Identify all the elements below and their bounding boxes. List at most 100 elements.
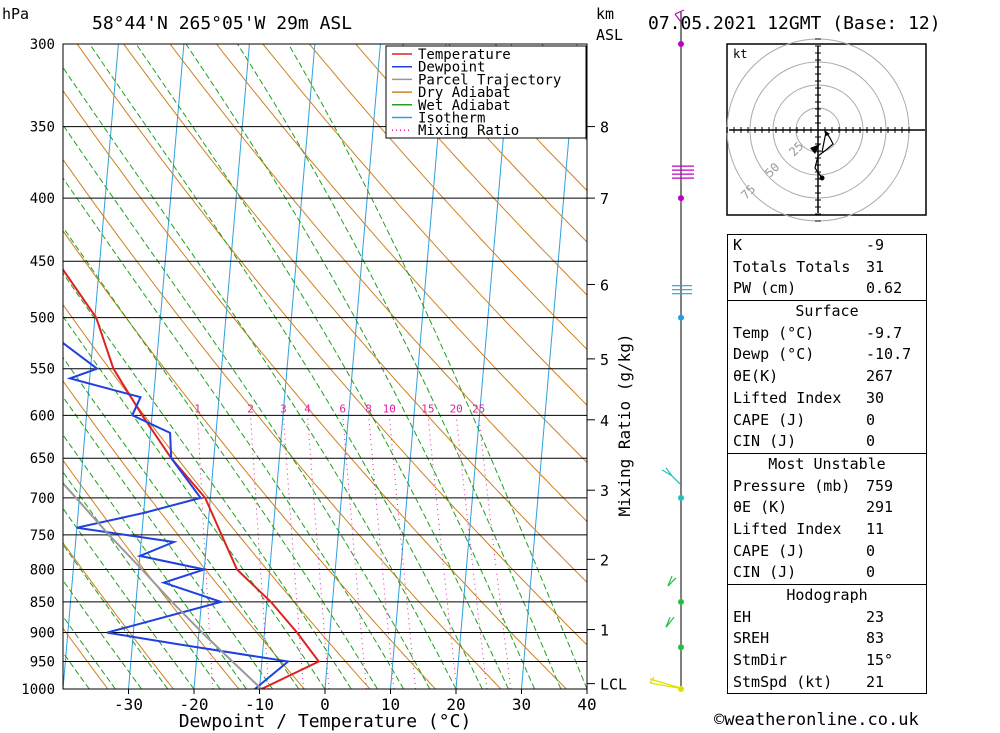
temperature-tick-label: -20 bbox=[180, 695, 209, 714]
mu-theta-e-row: θE (K) 291 bbox=[733, 498, 894, 517]
wind-barb bbox=[665, 617, 671, 628]
mixing-ratio-label: 25 bbox=[472, 402, 485, 415]
hodograph-params-title: Hodograph bbox=[728, 584, 926, 607]
wind-barb bbox=[661, 469, 673, 477]
pressure-tick-label: 350 bbox=[30, 120, 55, 136]
surface-lifted-index-row: Lifted Index 30 bbox=[733, 388, 885, 407]
mixing-ratio-label: 20 bbox=[450, 402, 463, 415]
hodograph-storm-arrow bbox=[824, 130, 830, 136]
legend-entry: Mixing Ratio bbox=[418, 123, 519, 139]
wet-adiabat-line bbox=[237, 44, 562, 689]
temperature-tick-label: 30 bbox=[512, 695, 531, 714]
wet-adiabat-line bbox=[63, 543, 169, 689]
km-tick-label: 8 bbox=[600, 119, 609, 137]
eh-row: EH 23 bbox=[733, 607, 885, 626]
mixing-ratio-line bbox=[455, 415, 488, 689]
pressure-tick-label: 700 bbox=[30, 491, 55, 507]
mixing-ratio-label: 2 bbox=[247, 402, 254, 415]
legend-entry: Isotherm bbox=[418, 111, 485, 127]
wind-barb bbox=[674, 9, 685, 15]
surface-temp-row: Temp (°C) -9.7 bbox=[733, 323, 903, 342]
km-tick-label: LCL bbox=[600, 676, 627, 694]
temperature-tick-label: -10 bbox=[245, 695, 274, 714]
wet-adiabat-line bbox=[89, 44, 483, 689]
wind-barb bbox=[649, 682, 685, 690]
wind-level-dot bbox=[678, 598, 684, 605]
mixing-ratio-line bbox=[342, 415, 367, 689]
pressure-tick-label: 800 bbox=[30, 562, 55, 578]
sounding-series bbox=[63, 267, 321, 689]
pressure-tick-label: 650 bbox=[30, 451, 55, 467]
wind-barb bbox=[649, 676, 655, 684]
mixing-ratio-line bbox=[282, 415, 304, 689]
mixing-ratio-line bbox=[478, 415, 512, 689]
legend-entry: Parcel Trajectory bbox=[418, 72, 561, 88]
temperature-tick-label: 10 bbox=[381, 695, 400, 714]
dry-adiabat-line bbox=[63, 303, 371, 689]
surface-theta-e-row: θE(K) 267 bbox=[733, 367, 894, 386]
hodograph-unit-label: kt bbox=[733, 47, 747, 61]
pw-row: PW (cm) 0.62 bbox=[733, 279, 903, 298]
dry-adiabat-line bbox=[215, 44, 587, 464]
pressure-tick-label: 1000 bbox=[21, 682, 55, 698]
legend-entry: Wet Adiabat bbox=[418, 98, 511, 114]
wind-barb bbox=[667, 577, 677, 587]
isotherm-line bbox=[390, 44, 447, 689]
temperature-tick-labels: -30 -20 -10 0 10 20 30 40 bbox=[114, 689, 597, 714]
dry-adiabat-line bbox=[76, 44, 587, 646]
dry-adiabat-line bbox=[401, 44, 587, 243]
isotherm-line bbox=[259, 44, 316, 689]
dry-adiabat-line bbox=[63, 459, 240, 689]
wet-adiabat-line bbox=[63, 66, 457, 689]
pressure-tick-label: 450 bbox=[30, 254, 55, 270]
wet-adiabat-lines bbox=[63, 44, 587, 689]
isotherm-line bbox=[455, 44, 512, 689]
temperature-tick-label: 20 bbox=[446, 695, 465, 714]
isotherm-line bbox=[324, 44, 381, 689]
surface-cin-row: CIN (J) 0 bbox=[733, 432, 876, 451]
km-tick-label: 4 bbox=[600, 412, 609, 430]
wind-barb bbox=[667, 575, 673, 587]
pressure-tick-label: 750 bbox=[30, 528, 55, 544]
pressure-tick-label: 850 bbox=[30, 595, 55, 611]
x-axis-title: Dewpoint / Temperature (°C) bbox=[179, 711, 472, 732]
km-tick-label: 7 bbox=[600, 190, 609, 208]
dry-adiabat-line bbox=[169, 44, 587, 523]
series-parcel-trajectory bbox=[63, 481, 263, 689]
pressure-tick-label: 500 bbox=[30, 311, 55, 327]
dry-adiabat-line bbox=[122, 44, 587, 584]
mixing-ratio-label: 15 bbox=[421, 402, 434, 415]
dry-adiabat-line bbox=[262, 44, 587, 406]
mu-cape-row: CAPE (J) 0 bbox=[733, 541, 876, 560]
km-label: km bbox=[596, 5, 614, 23]
mixing-ratio-lines bbox=[197, 415, 512, 689]
surface-cape-row: CAPE (J) 0 bbox=[733, 410, 876, 429]
mixing-ratio-line bbox=[368, 415, 395, 689]
wind-profile bbox=[649, 9, 694, 692]
pressure-tick-label: 600 bbox=[30, 408, 55, 424]
mixing-ratio-label: 8 bbox=[365, 402, 372, 415]
hodograph-start-dot bbox=[819, 175, 825, 181]
hodograph-storm-arrow bbox=[810, 144, 820, 154]
mu-lifted-index-row: Lifted Index 11 bbox=[733, 519, 885, 538]
wind-level-dot bbox=[678, 41, 684, 47]
wind-level-dot bbox=[678, 494, 684, 501]
pressure-tick-label: 550 bbox=[30, 362, 55, 378]
mixing-ratio-labels: 1 2 3 4 6 8 10 15 20 25 bbox=[194, 402, 485, 415]
asl-label: ASL bbox=[596, 26, 623, 44]
temperature-tick-label: -30 bbox=[114, 695, 143, 714]
km-tick-label: 1 bbox=[600, 622, 609, 640]
surface-dewp-row: Dewp (°C) -10.7 bbox=[733, 345, 912, 364]
wet-adiabat-line bbox=[63, 124, 431, 689]
legend-entry: Dewpoint bbox=[418, 60, 485, 76]
wet-adiabat-line bbox=[63, 615, 116, 689]
copyright-link[interactable]: ©weatheronline.co.uk bbox=[714, 710, 919, 730]
mixing-ratio-label: 1 bbox=[194, 402, 201, 415]
wind-barb bbox=[665, 616, 675, 628]
wind-level-dot bbox=[678, 195, 684, 202]
pressure-tick-label: 300 bbox=[30, 37, 55, 53]
dry-adiabat-line bbox=[63, 230, 436, 689]
